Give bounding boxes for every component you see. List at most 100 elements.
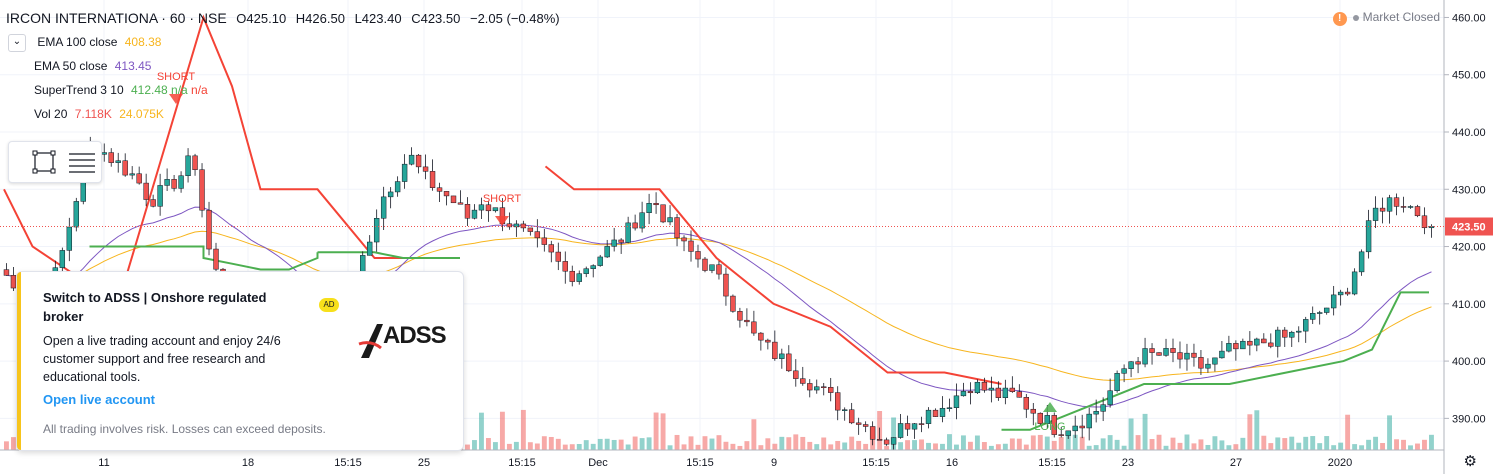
candle-body — [1372, 207, 1379, 221]
candle-body — [555, 251, 561, 262]
volume-bar — [800, 436, 806, 450]
volume-bar — [1296, 442, 1302, 450]
candle-body — [373, 218, 380, 243]
candle-body — [883, 439, 890, 445]
volume-bar — [1359, 445, 1365, 450]
candle-body — [394, 181, 401, 193]
volume-bar — [891, 417, 897, 450]
volume-bar — [1037, 434, 1043, 450]
candle-body — [73, 201, 79, 228]
price-tick-label: 440.00 — [1452, 127, 1486, 139]
rectangle-tool-icon[interactable] — [32, 150, 56, 174]
candle-body — [1149, 348, 1155, 353]
volume-bar — [688, 436, 694, 450]
volume-bar — [1310, 436, 1316, 450]
candle-body — [576, 273, 582, 282]
candle-body — [1212, 357, 1218, 365]
chart-header: IRCON INTERNATIONA · 60 · NSE O425.10 H4… — [6, 10, 560, 26]
candle-body — [1358, 251, 1365, 273]
market-status[interactable]: ! Market Closed — [1332, 10, 1440, 26]
candle-body — [1058, 434, 1064, 436]
candle-body — [590, 265, 596, 269]
ema100-label: EMA 100 close — [37, 35, 118, 49]
price-tick-label: 400.00 — [1452, 356, 1486, 368]
volume-bar — [1317, 443, 1323, 450]
candle-body — [1002, 387, 1009, 398]
symbol-title[interactable]: IRCON INTERNATIONA · 60 · NSE — [6, 10, 227, 26]
volume-bar — [1121, 445, 1127, 450]
gear-icon[interactable]: ⚙ — [1463, 453, 1477, 470]
volume-bar — [1275, 437, 1281, 450]
volume-bar — [849, 436, 855, 450]
volume-bar — [814, 444, 820, 450]
candle-body — [869, 426, 876, 440]
candle-body — [108, 152, 114, 163]
candle-body — [115, 160, 121, 163]
volume-bar — [681, 444, 687, 450]
legend-ema100[interactable]: ⌄ EMA 100 close 408.38 — [8, 30, 208, 54]
indicator-legend: ⌄ EMA 100 close 408.38 EMA 50 close 413.… — [8, 30, 208, 126]
open-live-account-link[interactable]: Open live account — [43, 392, 155, 407]
volume-bar — [1331, 445, 1337, 450]
legend-volume[interactable]: Vol 20 7.118K 24.075K — [8, 102, 208, 126]
candle-body — [674, 217, 680, 239]
ema50-polyline — [6, 206, 1432, 408]
volume-bar — [765, 438, 771, 450]
volume-bar — [967, 441, 973, 450]
volume-bar — [1240, 437, 1246, 450]
candle-body — [1156, 352, 1162, 356]
candle-body — [150, 199, 156, 207]
candle-body — [716, 264, 722, 275]
volume-bar — [576, 444, 582, 450]
volume-bar — [465, 444, 470, 450]
candle-body — [415, 154, 422, 168]
candle-body — [143, 182, 149, 200]
time-axis: 11 18 15:15 25 15:15 Dec 15:15 9 15:15 16 15:15 23 2… — [0, 449, 1444, 469]
legend-supertrend[interactable]: SuperTrend 3 10 412.48 n/a n/a — [8, 78, 208, 102]
ad-banner[interactable]: Switch to ADSS | Onshore regulated broke… — [16, 271, 464, 451]
candle-body — [59, 250, 66, 268]
volume-bar — [1044, 436, 1050, 450]
volume-bar — [1394, 439, 1399, 450]
candle-body — [527, 227, 534, 232]
volume-bar — [1205, 444, 1211, 450]
candle-body — [534, 231, 541, 239]
candle-body — [974, 381, 981, 394]
candle-body — [1268, 342, 1274, 347]
supertrend-line — [3, 14, 1429, 431]
volume-bar — [1030, 435, 1036, 450]
price-tick-label: 460.00 — [1452, 12, 1486, 24]
volume-bar — [960, 435, 966, 450]
candle-body — [981, 381, 988, 391]
volume-bar — [1415, 443, 1420, 450]
volume-value1: 7.118K — [74, 107, 112, 121]
candle-body — [841, 409, 848, 411]
candle-body — [1072, 425, 1078, 432]
volume-bar — [828, 444, 834, 450]
candle-body — [443, 191, 450, 197]
volume-bar — [632, 436, 638, 450]
ad-title[interactable]: Switch to ADSS | Onshore regulated broke… — [43, 290, 267, 324]
candle-body — [562, 261, 568, 272]
chevron-down-icon[interactable]: ⌄ — [8, 33, 26, 52]
time-tick-label: 16 — [946, 457, 958, 469]
volume-bar — [1352, 444, 1358, 450]
volume-bar — [723, 441, 729, 450]
candle-body — [548, 244, 554, 253]
candle-body — [450, 195, 457, 204]
volume-bar — [1429, 434, 1434, 450]
volume-bar — [947, 434, 952, 450]
volume-bar — [520, 409, 526, 450]
volume-bar — [807, 441, 813, 450]
price-tick-label: 410.00 — [1452, 299, 1486, 311]
list-settings-icon[interactable] — [69, 153, 95, 173]
time-tick-label: 15:15 — [862, 457, 890, 469]
price-tick-label: 430.00 — [1452, 184, 1486, 196]
candle-body — [695, 251, 701, 260]
candle-body — [1310, 313, 1316, 320]
candle-body — [1254, 338, 1260, 346]
volume-bar — [1212, 436, 1218, 450]
volume-bar — [1408, 445, 1413, 450]
legend-ema50[interactable]: EMA 50 close 413.45 — [8, 54, 208, 78]
volume-bar — [1100, 438, 1106, 450]
